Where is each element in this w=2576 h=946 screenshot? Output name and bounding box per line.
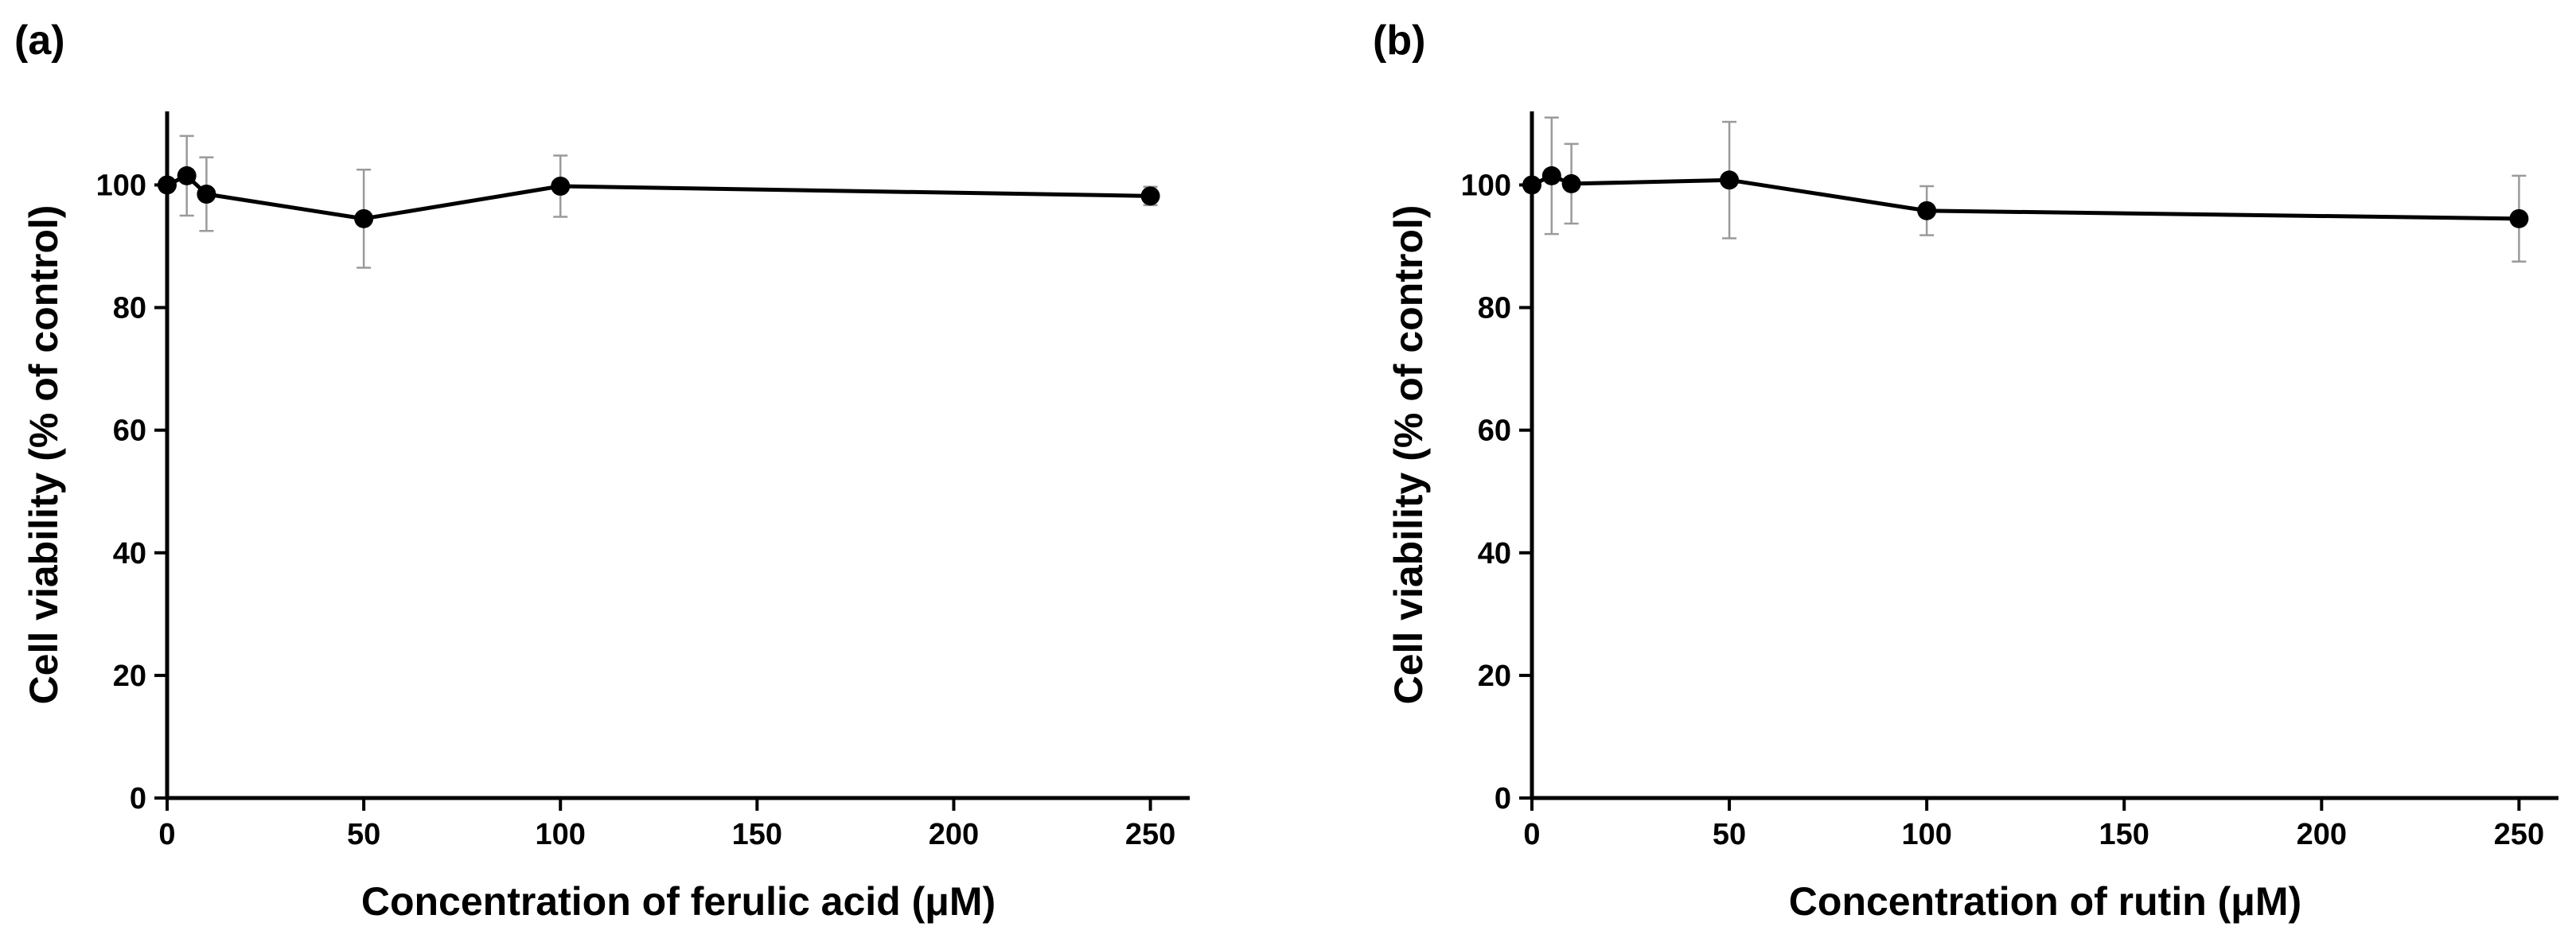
y-tick-label: 80 bbox=[113, 292, 146, 325]
series-line bbox=[1530, 173, 2519, 221]
x-tick-label: 200 bbox=[2297, 818, 2347, 851]
data-point bbox=[158, 175, 177, 195]
x-axis-title: Concentration of rutin (μM) bbox=[1789, 879, 2301, 924]
x-tick-label: 250 bbox=[2494, 818, 2544, 851]
x-tick-label: 150 bbox=[2099, 818, 2149, 851]
y-tick-label: 40 bbox=[1478, 537, 1511, 570]
data-point bbox=[1522, 175, 1541, 195]
data-point bbox=[177, 165, 197, 185]
y-tick-label: 20 bbox=[1478, 660, 1511, 693]
x-axis-title: Concentration of ferulic acid (μM) bbox=[361, 879, 996, 924]
chart-panel-a: (a) 0 20 40 60 80 100 0 50 100 150 200 250 Concentrat… bbox=[14, 18, 1190, 924]
y-tick-label: 0 bbox=[1495, 782, 1511, 816]
data-point bbox=[1140, 186, 1160, 206]
series-line bbox=[166, 173, 1151, 221]
data-point bbox=[197, 185, 216, 204]
y-tick-label: 60 bbox=[1478, 415, 1511, 448]
panel-label: (a) bbox=[14, 18, 65, 64]
data-point bbox=[1541, 165, 1561, 185]
x-tick-label: 0 bbox=[158, 818, 175, 851]
x-tick-label: 150 bbox=[732, 818, 782, 851]
y-tick-label: 20 bbox=[113, 660, 146, 693]
y-tick-label: 80 bbox=[1478, 292, 1511, 325]
y-tick-label: 100 bbox=[96, 169, 146, 202]
data-point bbox=[1917, 200, 1937, 220]
data-point bbox=[1720, 170, 1740, 190]
panel-label: (b) bbox=[1373, 18, 1425, 64]
x-tick-label: 250 bbox=[1125, 818, 1175, 851]
data-point bbox=[1561, 173, 1581, 193]
x-tick-label: 100 bbox=[536, 818, 586, 851]
x-tick-label: 200 bbox=[929, 818, 979, 851]
x-tick-label: 50 bbox=[1713, 818, 1746, 851]
y-tick-label: 100 bbox=[1461, 169, 1511, 202]
y-axis-title: Cell viability (% of control) bbox=[21, 205, 66, 705]
x-tick-label: 0 bbox=[1523, 818, 1540, 851]
data-point bbox=[551, 177, 571, 197]
chart-panel-b: (b) 0 20 40 60 80 100 0 50 100 150 200 250 Concentrat… bbox=[1373, 18, 2558, 924]
data-point bbox=[2509, 208, 2529, 228]
x-tick-label: 100 bbox=[1901, 818, 1951, 851]
y-tick-label: 40 bbox=[113, 537, 146, 570]
y-tick-label: 0 bbox=[130, 782, 146, 816]
y-tick-label: 60 bbox=[113, 415, 146, 448]
data-point bbox=[354, 208, 374, 228]
y-axis-title: Cell viability (% of control) bbox=[1386, 205, 1431, 705]
x-tick-label: 50 bbox=[347, 818, 380, 851]
